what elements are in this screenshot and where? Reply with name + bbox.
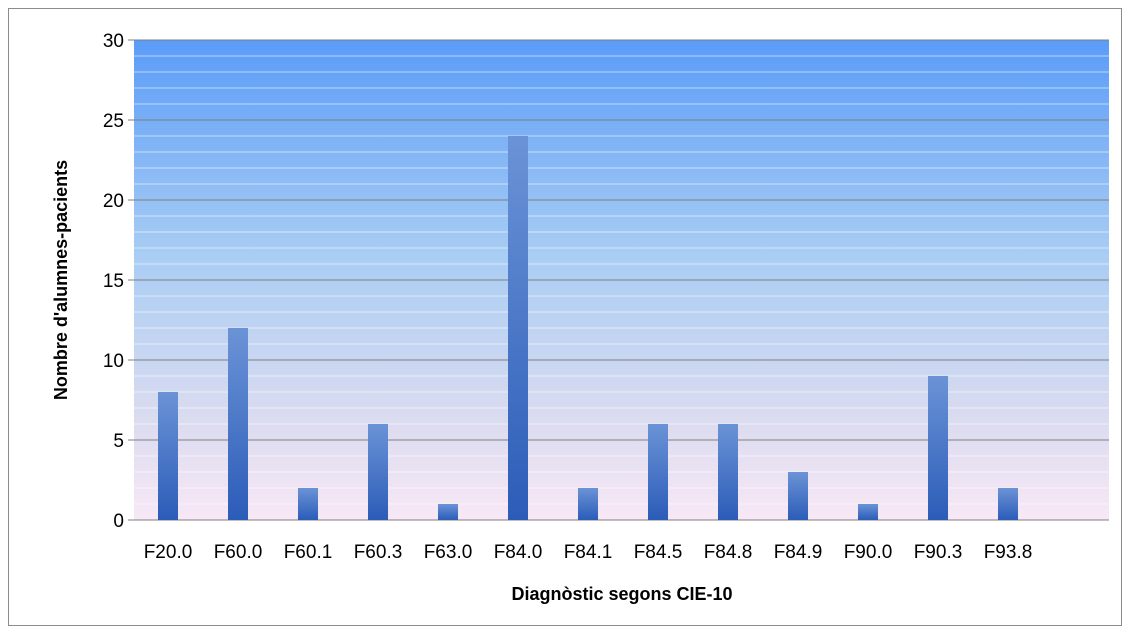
bar-f84-5 bbox=[648, 424, 668, 520]
y-tick-label: 20 bbox=[103, 191, 124, 212]
x-tick-label: F90.0 bbox=[844, 542, 893, 563]
bar-f84-0 bbox=[508, 136, 528, 520]
y-tick-label: 15 bbox=[103, 271, 124, 292]
bars bbox=[158, 136, 1018, 520]
y-tick-label: 25 bbox=[103, 111, 124, 132]
bar-f60-0 bbox=[228, 328, 248, 520]
x-tick-label: F60.0 bbox=[214, 542, 263, 563]
y-tick-label: 30 bbox=[103, 31, 124, 52]
x-tick-label: F84.1 bbox=[564, 542, 613, 563]
x-tick-label: F63.0 bbox=[424, 542, 473, 563]
y-tick-label: 10 bbox=[103, 351, 124, 372]
x-tick-label: F60.3 bbox=[354, 542, 403, 563]
x-tick-labels: F20.0 F60.0 F60.1 F60.3 F63.0 F84.0 F84.1 F84.5… bbox=[144, 542, 1033, 563]
x-tick-label: F84.0 bbox=[494, 542, 543, 563]
x-tick-label: F84.5 bbox=[634, 542, 683, 563]
x-axis-title: Diagnòstic segons CIE-10 bbox=[511, 584, 732, 604]
bar-f60-3 bbox=[368, 424, 388, 520]
x-tick-label: F20.0 bbox=[144, 542, 193, 563]
bar-f84-8 bbox=[718, 424, 738, 520]
bar-f84-9 bbox=[788, 472, 808, 520]
bar-f60-1 bbox=[298, 488, 318, 520]
bar-f63-0 bbox=[438, 504, 458, 520]
x-tick-label: F93.8 bbox=[984, 542, 1033, 563]
x-tick-label: F84.8 bbox=[704, 542, 753, 563]
bar-f90-3 bbox=[928, 376, 948, 520]
bar-f90-0 bbox=[858, 504, 878, 520]
y-axis-title: Nombre d'alumnes-pacients bbox=[51, 160, 71, 400]
y-tick-label: 0 bbox=[113, 511, 124, 532]
y-tick-label: 5 bbox=[113, 431, 124, 452]
y-tick-labels: 0 5 10 15 20 25 30 bbox=[103, 31, 124, 532]
bar-f93-8 bbox=[998, 488, 1018, 520]
bar-f20-0 bbox=[158, 392, 178, 520]
x-tick-label: F84.9 bbox=[774, 542, 823, 563]
x-tick-label: F90.3 bbox=[914, 542, 963, 563]
x-tick-label: F60.1 bbox=[284, 542, 333, 563]
bar-f84-1 bbox=[578, 488, 598, 520]
